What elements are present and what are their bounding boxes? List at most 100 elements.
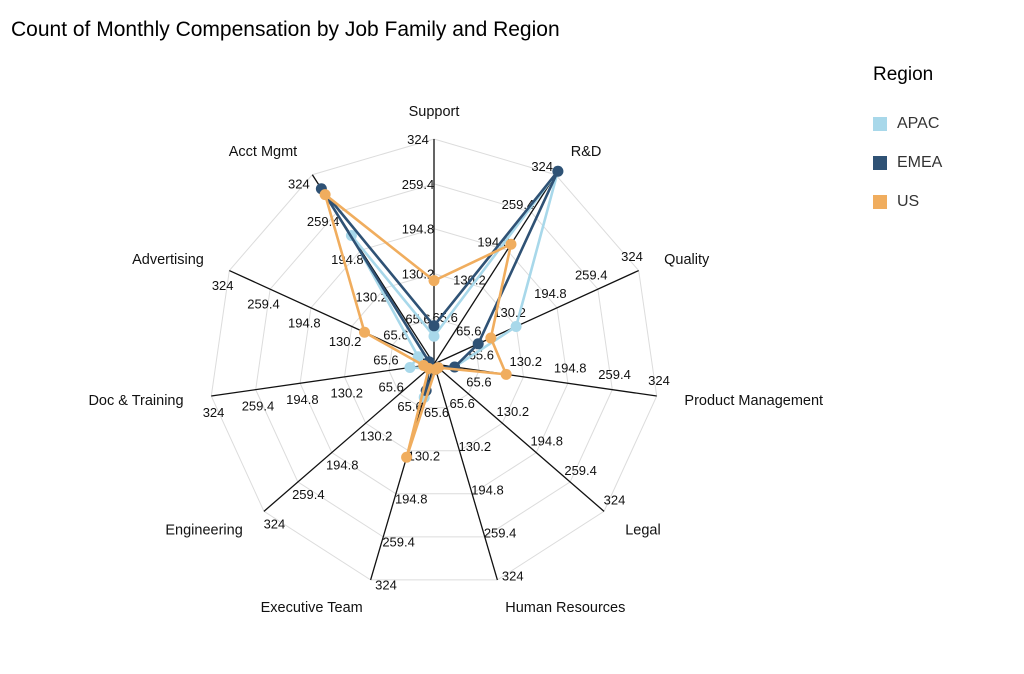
legend-item-apac[interactable]: APAC — [873, 104, 942, 143]
tick-label: 194.8 — [395, 491, 428, 506]
series-line-us — [323, 193, 513, 459]
axis-spoke-5 — [433, 363, 499, 581]
tick-label: 324 — [407, 132, 429, 147]
tick-label: 324 — [375, 577, 397, 592]
tick-label: 65.6 — [383, 327, 408, 342]
tick-label: 259.4 — [598, 367, 631, 382]
axis-spoke-4 — [433, 363, 605, 512]
tick-label: 65.6 — [469, 348, 494, 363]
tick-label: 194.8 — [402, 222, 435, 237]
tick-label: 259.4 — [402, 177, 435, 192]
category-label: Human Resources — [505, 600, 625, 616]
grid-ring-0 — [388, 317, 480, 409]
tick-label: 324 — [502, 568, 524, 583]
tick-label: 194.8 — [471, 482, 504, 497]
category-label: Executive Team — [261, 600, 363, 616]
data-point-apac — [428, 330, 440, 342]
data-point-us — [319, 189, 331, 201]
category-label: R&D — [571, 144, 602, 160]
tick-label: 259.4 — [502, 197, 535, 212]
legend-title: Region — [873, 64, 934, 85]
tick-label: 259.4 — [242, 398, 275, 413]
legend-label: EMEA — [897, 153, 943, 171]
data-point-us — [418, 359, 430, 371]
legend-swatch — [873, 116, 887, 131]
data-point-us — [505, 238, 517, 250]
axis-spoke-1 — [433, 174, 557, 365]
tick-label: 259.4 — [564, 463, 597, 478]
data-point-apac — [510, 320, 522, 332]
category-label: Quality — [664, 252, 710, 268]
data-point-us — [428, 275, 440, 287]
data-point-apac — [404, 361, 416, 373]
grid-ring-4 — [210, 138, 658, 581]
category-label: Acct Mgmt — [229, 144, 297, 160]
tick-label: 65.6 — [379, 379, 404, 394]
tick-label: 194.8 — [534, 286, 567, 301]
tick-label: 324 — [264, 516, 286, 531]
axis-spoke-8 — [211, 363, 435, 397]
tick-label: 65.6 — [466, 375, 491, 390]
tick-label: 194.8 — [554, 360, 587, 375]
legend-item-us[interactable]: US — [873, 182, 942, 221]
category-label: Legal — [625, 523, 660, 539]
legend: Region APAC EMEA US — [873, 64, 942, 221]
category-label: Doc & Training — [88, 393, 183, 409]
legend-label: APAC — [897, 114, 940, 132]
tick-label: 259.4 — [247, 297, 280, 312]
tick-label: 259.4 — [484, 525, 517, 540]
data-point-emea — [552, 165, 564, 177]
tick-label: 65.6 — [373, 353, 398, 368]
data-point-emea — [472, 338, 484, 350]
grid-ring-1 — [343, 273, 525, 452]
tick-label: 194.8 — [331, 252, 364, 267]
tick-label: 130.2 — [355, 290, 388, 305]
tick-label: 324 — [203, 405, 225, 420]
tick-label: 259.4 — [382, 534, 415, 549]
tick-label: 194.8 — [286, 392, 319, 407]
tick-label: 65.6 — [424, 405, 449, 420]
tick-label: 130.2 — [402, 267, 435, 282]
tick-label: 130.2 — [497, 404, 530, 419]
tick-label: 194.8 — [530, 433, 563, 448]
data-point-us — [401, 451, 413, 463]
legend-swatch — [873, 194, 887, 209]
tick-label: 130.2 — [408, 448, 441, 463]
tick-label: 65.6 — [456, 324, 481, 339]
tick-label: 65.6 — [397, 399, 422, 414]
tick-label: 194.8 — [326, 458, 359, 473]
axis-spoke-7 — [263, 363, 435, 512]
tick-label: 130.2 — [459, 439, 492, 454]
tick-label: 194.8 — [288, 315, 321, 330]
category-label: Advertising — [132, 252, 204, 268]
chart-title: Count of Monthly Compensation by Job Fam… — [11, 18, 560, 41]
axis-spoke-9 — [229, 269, 435, 365]
data-point-us — [485, 332, 497, 344]
tick-label: 324 — [648, 373, 670, 388]
axis-spoke-3 — [433, 363, 657, 397]
data-point-us — [500, 368, 512, 380]
tick-label: 324 — [531, 159, 553, 174]
data-point-emea — [428, 320, 440, 332]
category-label: Product Management — [684, 393, 823, 409]
tick-label: 130.2 — [331, 386, 364, 401]
legend-swatch — [873, 155, 887, 170]
tick-label: 324 — [621, 249, 643, 264]
grid-ring-3 — [255, 183, 613, 538]
axis-spoke-2 — [433, 269, 639, 365]
tick-label: 130.2 — [509, 354, 542, 369]
tick-label: 259.4 — [575, 268, 608, 283]
tick-label: 130.2 — [329, 334, 362, 349]
category-label: Support — [409, 104, 460, 120]
tick-label: 130.2 — [360, 428, 393, 443]
data-point-us — [359, 326, 371, 338]
tick-label: 324 — [604, 492, 626, 507]
tick-label: 259.4 — [292, 487, 325, 502]
tick-label: 65.6 — [450, 396, 475, 411]
legend-label: US — [897, 192, 920, 210]
tick-label: 324 — [288, 176, 310, 191]
category-label: Engineering — [165, 523, 242, 539]
tick-label: 324 — [212, 278, 234, 293]
legend-item-emea[interactable]: EMEA — [873, 143, 942, 182]
